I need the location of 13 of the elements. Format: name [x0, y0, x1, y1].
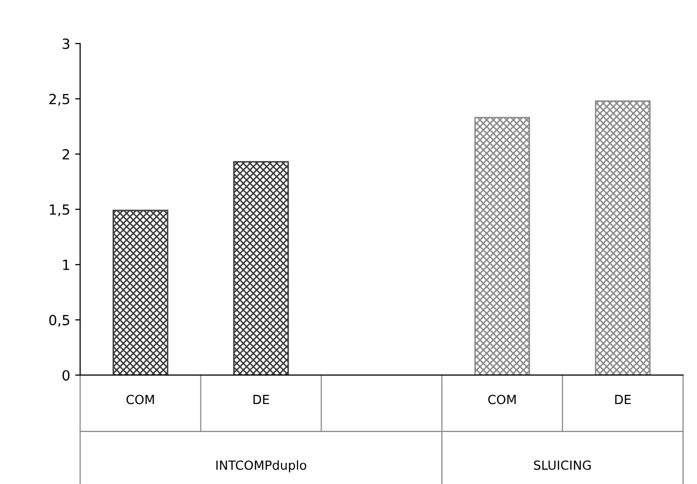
- text: INTCOMPduplo: [216, 460, 306, 472]
- y-tick-label: 1: [63, 260, 70, 270]
- y-tick-label: 3: [62, 38, 70, 50]
- x-tick-label: COM: [126, 394, 154, 404]
- y-tick-label: 2,5: [49, 94, 70, 106]
- y-tick-label: 0: [62, 370, 70, 381]
- x-tick-label: COM: [488, 394, 516, 404]
- text: SLUICING: [534, 460, 591, 470]
- x-tick-label: DE: [615, 394, 631, 404]
- y-tick-label: 2: [62, 149, 70, 160]
- y-tick-label: 0,5: [49, 314, 70, 327]
- x-tick-label: DE: [253, 394, 269, 404]
- y-tick-label: 1,5: [50, 204, 70, 216]
